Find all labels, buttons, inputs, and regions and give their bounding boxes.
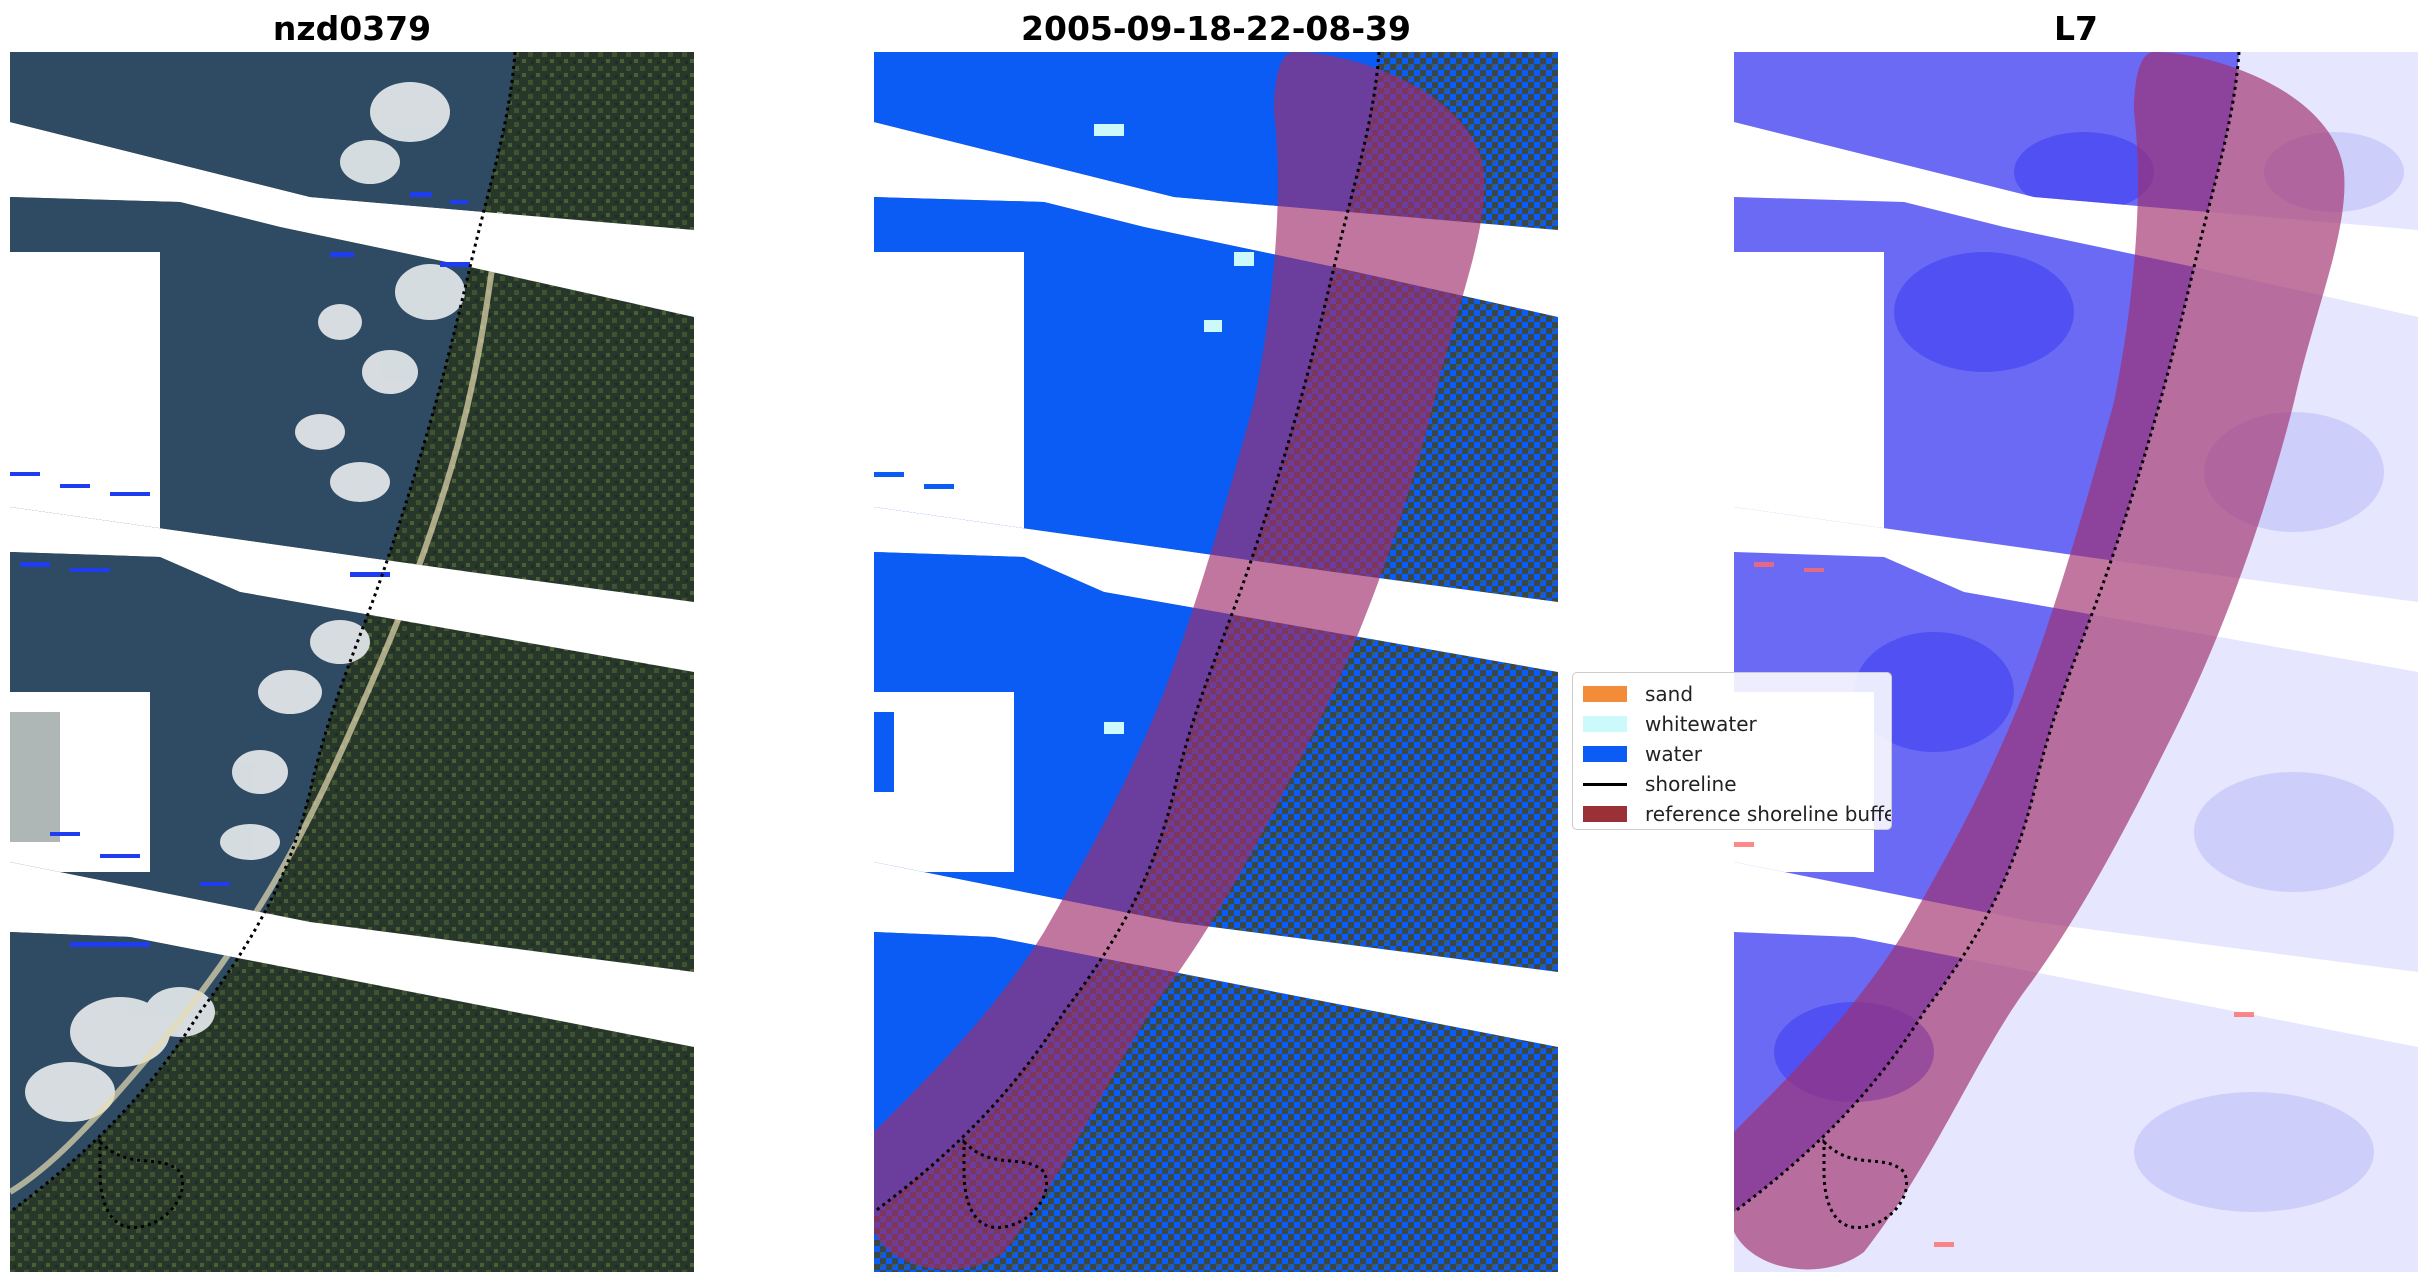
panel-title-classified: 2005-09-18-22-08-39 bbox=[1021, 9, 1411, 48]
index-image-panel bbox=[1734, 52, 2418, 1272]
legend-swatch-sand bbox=[1583, 686, 1627, 702]
legend-item-sand: sand bbox=[1583, 679, 1881, 709]
rgb-satellite-image bbox=[10, 52, 694, 1272]
classified-image-panel bbox=[874, 52, 1558, 1272]
legend-swatch-water bbox=[1583, 746, 1627, 762]
legend-label-reference-buffer: reference shoreline buffer bbox=[1645, 802, 1892, 826]
rgb-satellite-panel bbox=[10, 52, 694, 1272]
legend-label-sand: sand bbox=[1645, 682, 1694, 706]
panel-title-index: L7 bbox=[2054, 9, 2098, 48]
legend-item-whitewater: whitewater bbox=[1583, 709, 1881, 739]
legend-item-reference-buffer: reference shoreline buffer bbox=[1583, 799, 1891, 829]
legend-label-shoreline: shoreline bbox=[1645, 772, 1737, 796]
legend-item-shoreline: shoreline bbox=[1583, 769, 1881, 799]
index-image bbox=[1734, 52, 2418, 1272]
legend-item-water: water bbox=[1583, 739, 1881, 769]
legend: sand whitewater water shoreline referenc… bbox=[1572, 672, 1892, 830]
legend-swatch-shoreline bbox=[1583, 782, 1627, 786]
legend-swatch-reference-buffer bbox=[1583, 806, 1627, 822]
legend-swatch-whitewater bbox=[1583, 716, 1627, 732]
legend-label-whitewater: whitewater bbox=[1645, 712, 1757, 736]
classified-image bbox=[874, 52, 1558, 1272]
panel-title-rgb: nzd0379 bbox=[272, 9, 432, 48]
legend-label-water: water bbox=[1645, 742, 1702, 766]
